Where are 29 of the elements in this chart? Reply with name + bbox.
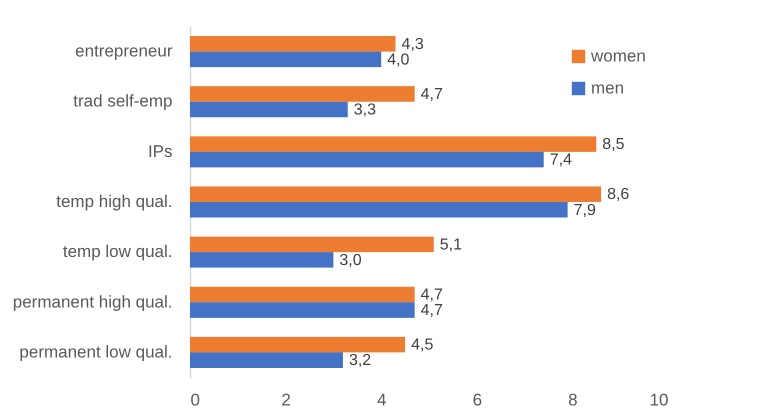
y-tick-label: temp high qual. (56, 192, 172, 211)
x-tick-label: 0 (190, 390, 200, 410)
data-label: 4,0 (387, 51, 410, 68)
legend-label: men (591, 78, 624, 98)
data-label: 5,1 (440, 236, 462, 254)
x-tick-label: 4 (376, 390, 386, 410)
data-label: 3,2 (348, 352, 372, 370)
data-label: 4,5 (411, 336, 434, 354)
x-tick-label: 6 (472, 390, 482, 410)
y-tick-label: permanent low qual. (19, 342, 172, 362)
x-tick-label: 2 (281, 390, 291, 410)
x-tick-label: 8 (568, 390, 578, 410)
y-tick-label: entrepreneur (75, 42, 173, 61)
y-tick-label: IPs (148, 142, 172, 161)
data-label: 4,7 (420, 86, 444, 103)
data-label: 8,6 (607, 186, 630, 204)
legend-label: women (590, 46, 646, 66)
y-tick-label: permanent high qual. (12, 292, 172, 312)
data-label: 4,7 (420, 286, 444, 304)
data-label: 7,9 (574, 202, 596, 219)
y-tick-label: trad self-emp (73, 92, 172, 111)
y-tick-label: temp low qual. (62, 242, 172, 262)
data-label: 7,4 (550, 152, 572, 169)
data-label: 3,0 (339, 252, 362, 269)
data-label: 4,3 (402, 36, 424, 53)
data-label: 8,5 (602, 136, 625, 154)
x-tick-label: 10 (650, 390, 668, 410)
data-label: 3,3 (354, 101, 376, 118)
data-label: 4,7 (420, 302, 444, 320)
